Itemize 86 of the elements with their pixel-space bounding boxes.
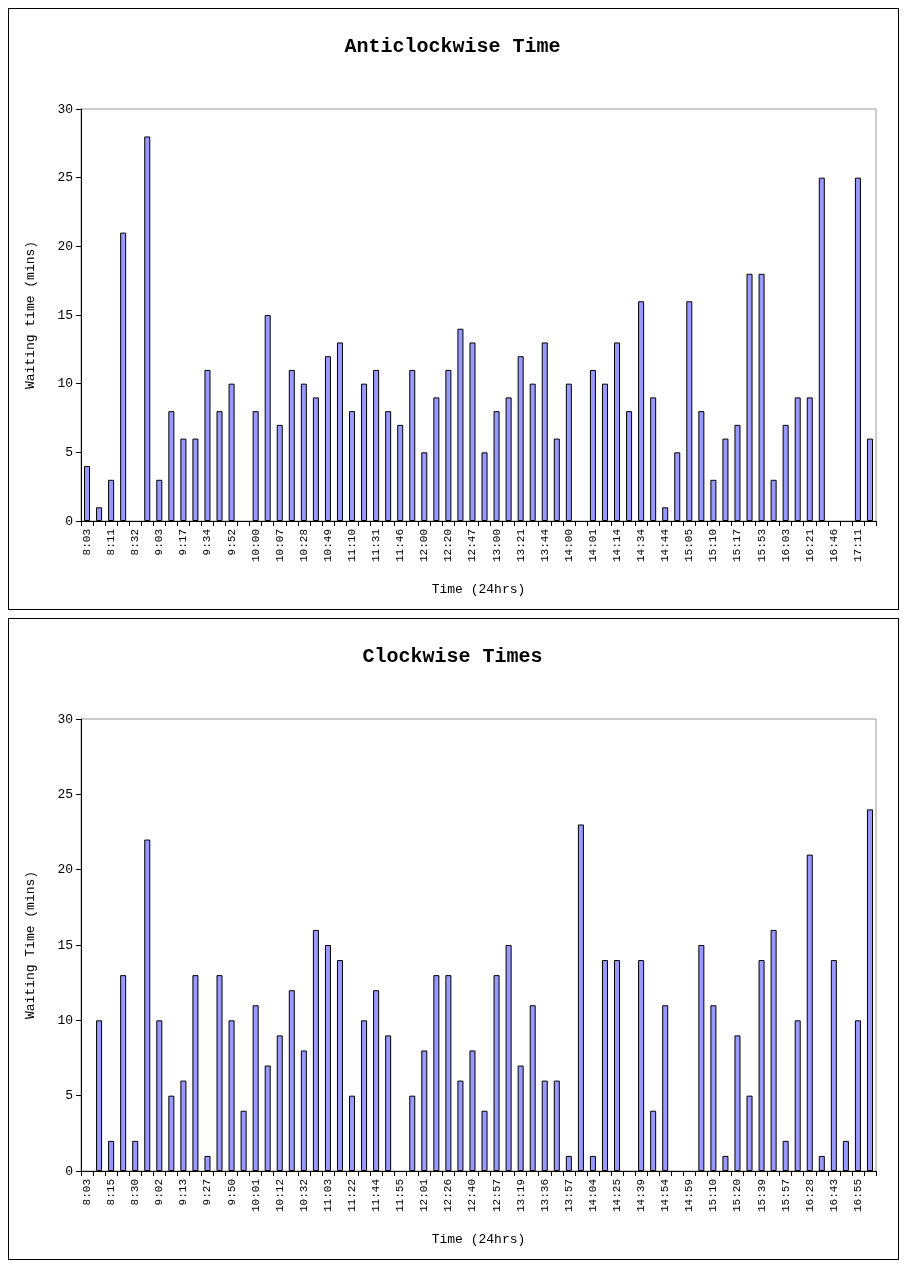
x-tick-label: 13:44 xyxy=(538,528,551,563)
y-tick-label: 5 xyxy=(65,1088,73,1104)
x-tick-label: 9:27 xyxy=(201,1179,214,1206)
x-tick-label: 14:44 xyxy=(659,528,672,563)
x-tick-label: 11:31 xyxy=(370,528,383,563)
y-tick-label: 15 xyxy=(57,307,73,323)
x-tick-label: 16:46 xyxy=(827,529,840,563)
x-tick-label: 12:47 xyxy=(466,529,479,563)
x-tick-label: 15:20 xyxy=(731,1179,744,1213)
x-tick-label: 14:25 xyxy=(611,1179,624,1213)
x-tick-label: 14:39 xyxy=(635,1179,648,1213)
x-tick-label: 10:32 xyxy=(297,1179,310,1213)
y-tick-label: 0 xyxy=(65,1163,73,1179)
x-tick-label: 10:49 xyxy=(321,529,334,563)
x-tick-label: 11:22 xyxy=(346,1179,359,1213)
x-tick-label: 13:36 xyxy=(538,1179,551,1213)
x-tick-label: 9:50 xyxy=(225,1179,238,1206)
x-tick-label: 9:13 xyxy=(177,1179,190,1206)
y-tick-label: 0 xyxy=(65,513,73,529)
y-tick-label: 25 xyxy=(57,170,73,186)
x-tick-label: 8:32 xyxy=(129,529,142,556)
x-tick-label: 12:00 xyxy=(418,529,431,563)
x-tick-label: 14:59 xyxy=(683,1179,696,1213)
x-tick-label: 9:52 xyxy=(225,529,238,556)
x-tick-label: 15:53 xyxy=(755,529,768,563)
x-tick-label: 12:40 xyxy=(466,1179,479,1213)
x-tick-label: 9:02 xyxy=(153,1179,166,1206)
chart-title: Clockwise Times xyxy=(362,644,543,668)
x-tick-label: 15:57 xyxy=(779,1179,792,1213)
x-tick-label: 12:20 xyxy=(442,529,455,563)
x-tick-label: 12:26 xyxy=(442,1179,455,1213)
x-tick-label: 16:55 xyxy=(851,1179,864,1213)
x-tick-label: 10:00 xyxy=(249,529,262,563)
y-tick-label: 5 xyxy=(65,444,73,460)
x-axis-title: Time (24hrs) xyxy=(431,1232,526,1247)
x-tick-label: 11:44 xyxy=(370,1178,383,1213)
x-axis-title: Time (24hrs) xyxy=(431,582,526,597)
x-tick-label: 9:17 xyxy=(177,529,190,556)
y-tick-label: 10 xyxy=(57,1012,73,1028)
x-tick-label: 13:57 xyxy=(562,1179,575,1213)
x-tick-label: 14:14 xyxy=(611,528,624,563)
x-tick-label: 8:30 xyxy=(129,1179,142,1206)
x-tick-label: 14:01 xyxy=(586,528,599,563)
y-tick-label: 20 xyxy=(57,238,73,254)
y-axis-title: Waiting time (mins) xyxy=(23,240,38,390)
x-tick-label: 15:17 xyxy=(731,529,744,563)
x-tick-label: 17:11 xyxy=(851,528,864,563)
x-tick-label: 10:01 xyxy=(249,1178,262,1213)
x-tick-label: 15:10 xyxy=(707,1179,720,1213)
y-axis-title: Waiting Time (mins) xyxy=(23,870,38,1020)
x-tick-label: 15:39 xyxy=(755,1179,768,1213)
x-tick-label: 11:55 xyxy=(394,1179,407,1213)
x-tick-label: 9:34 xyxy=(201,528,214,556)
x-tick-label: 14:34 xyxy=(635,528,648,563)
y-tick-label: 30 xyxy=(57,711,73,727)
x-tick-label: 10:12 xyxy=(273,1179,286,1213)
x-tick-label: 11:46 xyxy=(394,529,407,563)
x-tick-label: 14:00 xyxy=(562,529,575,563)
x-tick-label: 16:03 xyxy=(779,529,792,563)
x-tick-label: 12:57 xyxy=(490,1179,503,1213)
x-tick-label: 10:07 xyxy=(273,529,286,563)
x-tick-label: 13:00 xyxy=(490,529,503,563)
x-tick-label: 8:03 xyxy=(81,1179,94,1206)
x-tick-label: 8:15 xyxy=(105,1179,118,1206)
y-tick-label: 15 xyxy=(57,937,73,953)
x-tick-label: 15:05 xyxy=(683,529,696,563)
x-tick-label: 14:04 xyxy=(586,1178,599,1213)
x-tick-label: 12:01 xyxy=(418,1178,431,1213)
x-tick-label: 13:21 xyxy=(514,528,527,563)
y-tick-label: 25 xyxy=(57,786,73,802)
x-tick-label: 9:03 xyxy=(153,529,166,556)
x-tick-label: 8:03 xyxy=(81,529,94,556)
x-tick-label: 14:54 xyxy=(659,1178,672,1213)
x-tick-label: 16:21 xyxy=(803,528,816,563)
x-tick-label: 11:10 xyxy=(346,529,359,563)
y-tick-label: 30 xyxy=(57,101,73,117)
x-tick-label: 13:19 xyxy=(514,1179,527,1213)
x-tick-label: 15:10 xyxy=(707,529,720,563)
y-tick-label: 20 xyxy=(57,862,73,878)
y-tick-label: 10 xyxy=(57,376,73,392)
chart-title: Anticlockwise Time xyxy=(344,34,561,58)
x-tick-label: 10:28 xyxy=(297,529,310,563)
x-tick-label: 16:28 xyxy=(803,1179,816,1213)
x-tick-label: 8:11 xyxy=(105,528,118,556)
x-tick-label: 16:43 xyxy=(827,1179,840,1213)
x-tick-label: 11:03 xyxy=(321,1179,334,1213)
